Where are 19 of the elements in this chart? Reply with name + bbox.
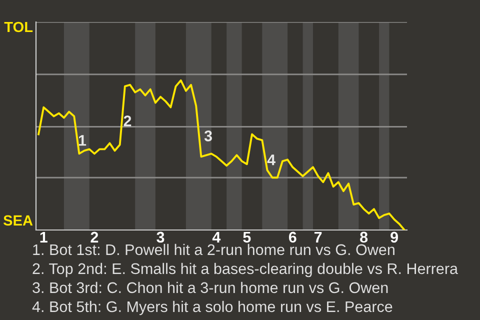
- text: TOL: [4, 22, 33, 32]
- text: 3. Bot 3rd: C. Chon hit a 3-run home run vs G. Owen: [32, 282, 388, 294]
- x-tick-label: 3: [156, 232, 164, 243]
- annotation: 4: [267, 154, 276, 166]
- text: 1. Bot 1st: D. Powell hit a 2-run home run vs G. Owen: [33, 244, 394, 256]
- annotation: 2: [124, 116, 132, 126]
- x-tick-label: 1: [40, 232, 48, 242]
- x-tick-label: 4: [212, 232, 221, 242]
- text: 2. Top 2nd: E. Smalls hit a bases-clearing double vs R. Herrera: [32, 262, 458, 278]
- x-tick-label: 7: [314, 232, 322, 242]
- annotation: 1: [78, 135, 86, 146]
- x-tick-label: 5: [243, 232, 251, 243]
- x-tick-label: 8: [360, 232, 368, 243]
- annotation: 3: [204, 130, 212, 142]
- x-tick-label: 9: [390, 232, 398, 243]
- x-tick-label: 2: [90, 232, 98, 242]
- x-tick-label: 6: [288, 232, 296, 243]
- text: 4. Bot 5th: G. Myers hit a solo home run vs E. Pearce: [32, 300, 392, 316]
- text: SEA: [3, 215, 33, 226]
